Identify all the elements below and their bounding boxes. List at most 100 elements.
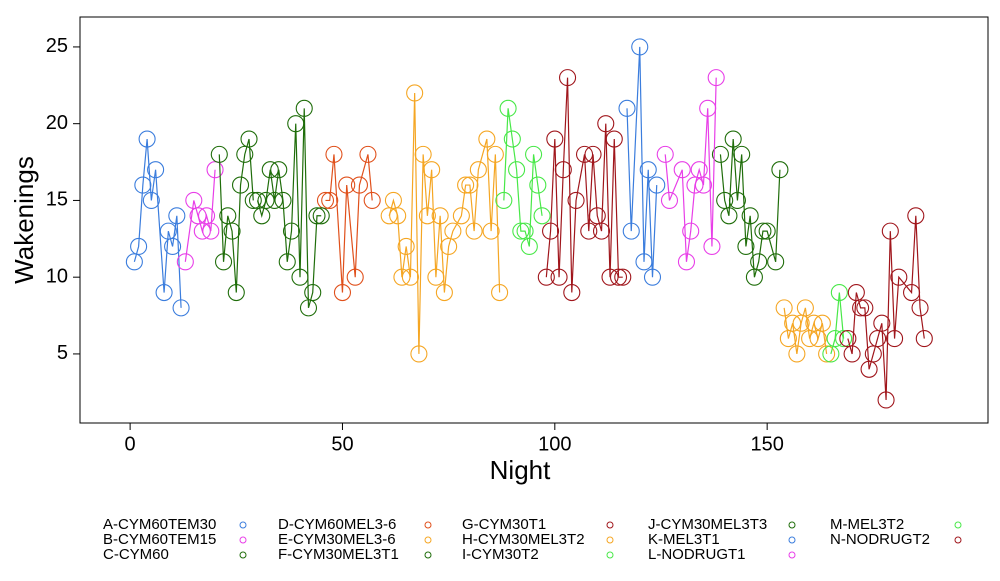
point — [312, 207, 330, 225]
series-line — [545, 77, 623, 293]
point — [775, 299, 793, 317]
point — [227, 283, 245, 302]
point — [147, 161, 165, 179]
legend-marker — [606, 551, 614, 559]
plot-frame — [79, 16, 989, 424]
point — [567, 191, 585, 209]
point — [542, 222, 560, 240]
point — [750, 253, 768, 271]
point — [176, 253, 194, 271]
point — [877, 391, 895, 409]
point — [826, 330, 844, 348]
point — [694, 176, 713, 194]
legend-marker — [788, 521, 796, 529]
point — [495, 191, 513, 209]
point — [499, 99, 517, 117]
point — [308, 207, 326, 225]
point — [601, 268, 619, 286]
legend-marker — [239, 536, 247, 544]
point — [546, 130, 564, 148]
point — [257, 191, 275, 209]
legend-label: K-MEL3T1 — [648, 531, 720, 548]
legend-label: C-CYM60 — [103, 546, 169, 563]
point — [282, 222, 301, 240]
point — [130, 237, 148, 256]
point — [363, 191, 381, 209]
point — [677, 253, 696, 271]
point — [291, 268, 309, 286]
point — [525, 145, 543, 163]
point — [711, 145, 729, 163]
point — [287, 115, 305, 133]
point — [737, 237, 755, 256]
point — [304, 283, 322, 302]
legend-label: F-CYM30MEL3T1 — [278, 546, 399, 563]
series-line — [388, 92, 501, 354]
point — [210, 145, 228, 163]
point — [138, 130, 156, 148]
series-line — [830, 292, 845, 355]
point — [584, 145, 602, 163]
point — [728, 191, 746, 209]
point — [890, 268, 908, 286]
point — [724, 130, 742, 148]
point — [393, 268, 411, 286]
legend-label: G-CYM30T1 — [462, 516, 546, 533]
point — [592, 222, 611, 240]
series-line — [847, 215, 925, 401]
point — [223, 222, 241, 240]
point — [265, 191, 284, 209]
point — [873, 314, 891, 332]
point — [767, 253, 785, 271]
point — [397, 237, 415, 256]
point — [537, 268, 555, 286]
point — [457, 176, 475, 194]
point — [830, 283, 848, 302]
point — [609, 268, 628, 286]
point — [648, 176, 666, 194]
point — [881, 222, 899, 240]
point — [350, 176, 368, 194]
point — [835, 330, 853, 348]
point — [406, 84, 424, 102]
point — [597, 115, 615, 133]
series-line — [503, 108, 543, 247]
point — [520, 237, 538, 256]
y-tick-label: 5 — [57, 342, 68, 364]
point — [142, 191, 160, 209]
point — [720, 207, 738, 225]
legend-label: N-NODRUGT2 — [830, 531, 930, 548]
legend-label: E-CYM30MEL3-6 — [278, 531, 396, 548]
point — [886, 330, 904, 348]
point — [414, 145, 432, 163]
point — [164, 237, 182, 256]
point — [758, 222, 776, 240]
point — [643, 268, 662, 286]
series-line — [626, 46, 658, 278]
x-tick-label: 150 — [750, 433, 783, 455]
point — [214, 253, 233, 271]
point — [911, 299, 929, 317]
y-tick-label: 20 — [46, 112, 68, 134]
point — [202, 222, 220, 240]
point — [278, 253, 296, 271]
legend-label: B-CYM60TEM15 — [103, 531, 216, 548]
point — [733, 145, 751, 163]
point — [155, 283, 173, 302]
point — [788, 345, 806, 363]
point — [452, 207, 470, 225]
point — [605, 130, 623, 148]
legend-label: A-CYM60TEM30 — [103, 516, 216, 533]
legend-label: H-CYM30MEL3T2 — [462, 531, 585, 548]
point — [261, 161, 279, 179]
point — [478, 130, 496, 148]
point — [231, 176, 250, 194]
legend-marker — [606, 536, 614, 544]
y-tick-label: 25 — [46, 35, 68, 57]
point — [682, 222, 700, 240]
legend-label: M-MEL3T2 — [830, 516, 904, 533]
point — [631, 38, 649, 56]
point — [707, 69, 725, 87]
point — [529, 176, 547, 194]
